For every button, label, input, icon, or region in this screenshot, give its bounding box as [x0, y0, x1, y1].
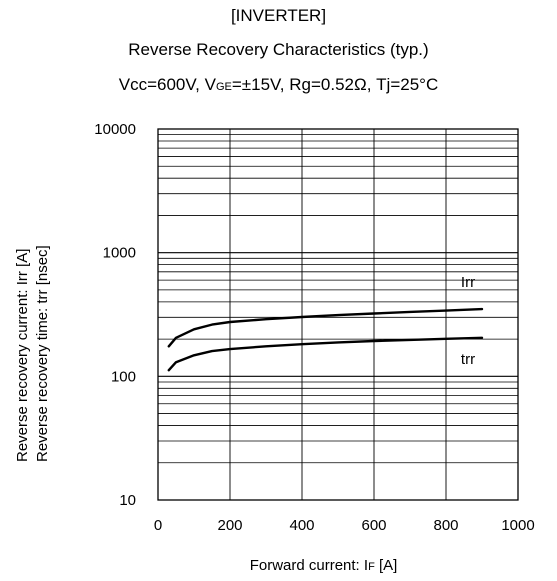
- y-tick-label: 10000: [94, 121, 136, 138]
- y-tick-label: 100: [111, 368, 136, 385]
- x-tick-label: 400: [289, 517, 314, 534]
- series-line-trr: [167, 336, 484, 372]
- xlabel-subscript: F: [368, 561, 375, 573]
- chart-conditions: Vcc=600V, VGE=±15V, Rg=0.52Ω, Tj=25°C: [0, 75, 557, 95]
- x-tick-label: 800: [433, 517, 458, 534]
- series-label-trr: trr: [461, 351, 475, 368]
- tick-labels: 0 200 400 600 800 1000 10 100 1000 10000: [94, 121, 534, 534]
- y-tick-label: 1000: [103, 245, 136, 262]
- chart-title-line1: [INVERTER]: [230, 6, 327, 25]
- series-lines: [167, 307, 484, 372]
- x-tick-label: 200: [217, 517, 242, 534]
- x-tick-label: 1000: [501, 517, 534, 534]
- plot-frame: [157, 128, 519, 501]
- conditions-subscript: GE: [215, 81, 232, 93]
- x-axis-label: Forward current: IF [A]: [0, 557, 557, 574]
- x-tick-label: 0: [154, 517, 162, 534]
- y-tick-label: 10: [119, 492, 136, 509]
- series-label-irr: Irr: [461, 274, 475, 291]
- conditions-part-b: =±15V, Rg=0.52Ω, Tj=25°C: [231, 75, 439, 94]
- chart-title-line2: Reverse Recovery Characteristics (typ.): [128, 40, 429, 59]
- series-line-irr: [167, 307, 484, 348]
- x-tick-label: 600: [361, 517, 386, 534]
- xlabel-part-b: [A]: [374, 557, 398, 574]
- xlabel-part-a: Forward current: I: [249, 557, 369, 574]
- series-labels: Irr trr: [461, 274, 475, 368]
- conditions-part-a: Vcc=600V, V: [118, 75, 216, 94]
